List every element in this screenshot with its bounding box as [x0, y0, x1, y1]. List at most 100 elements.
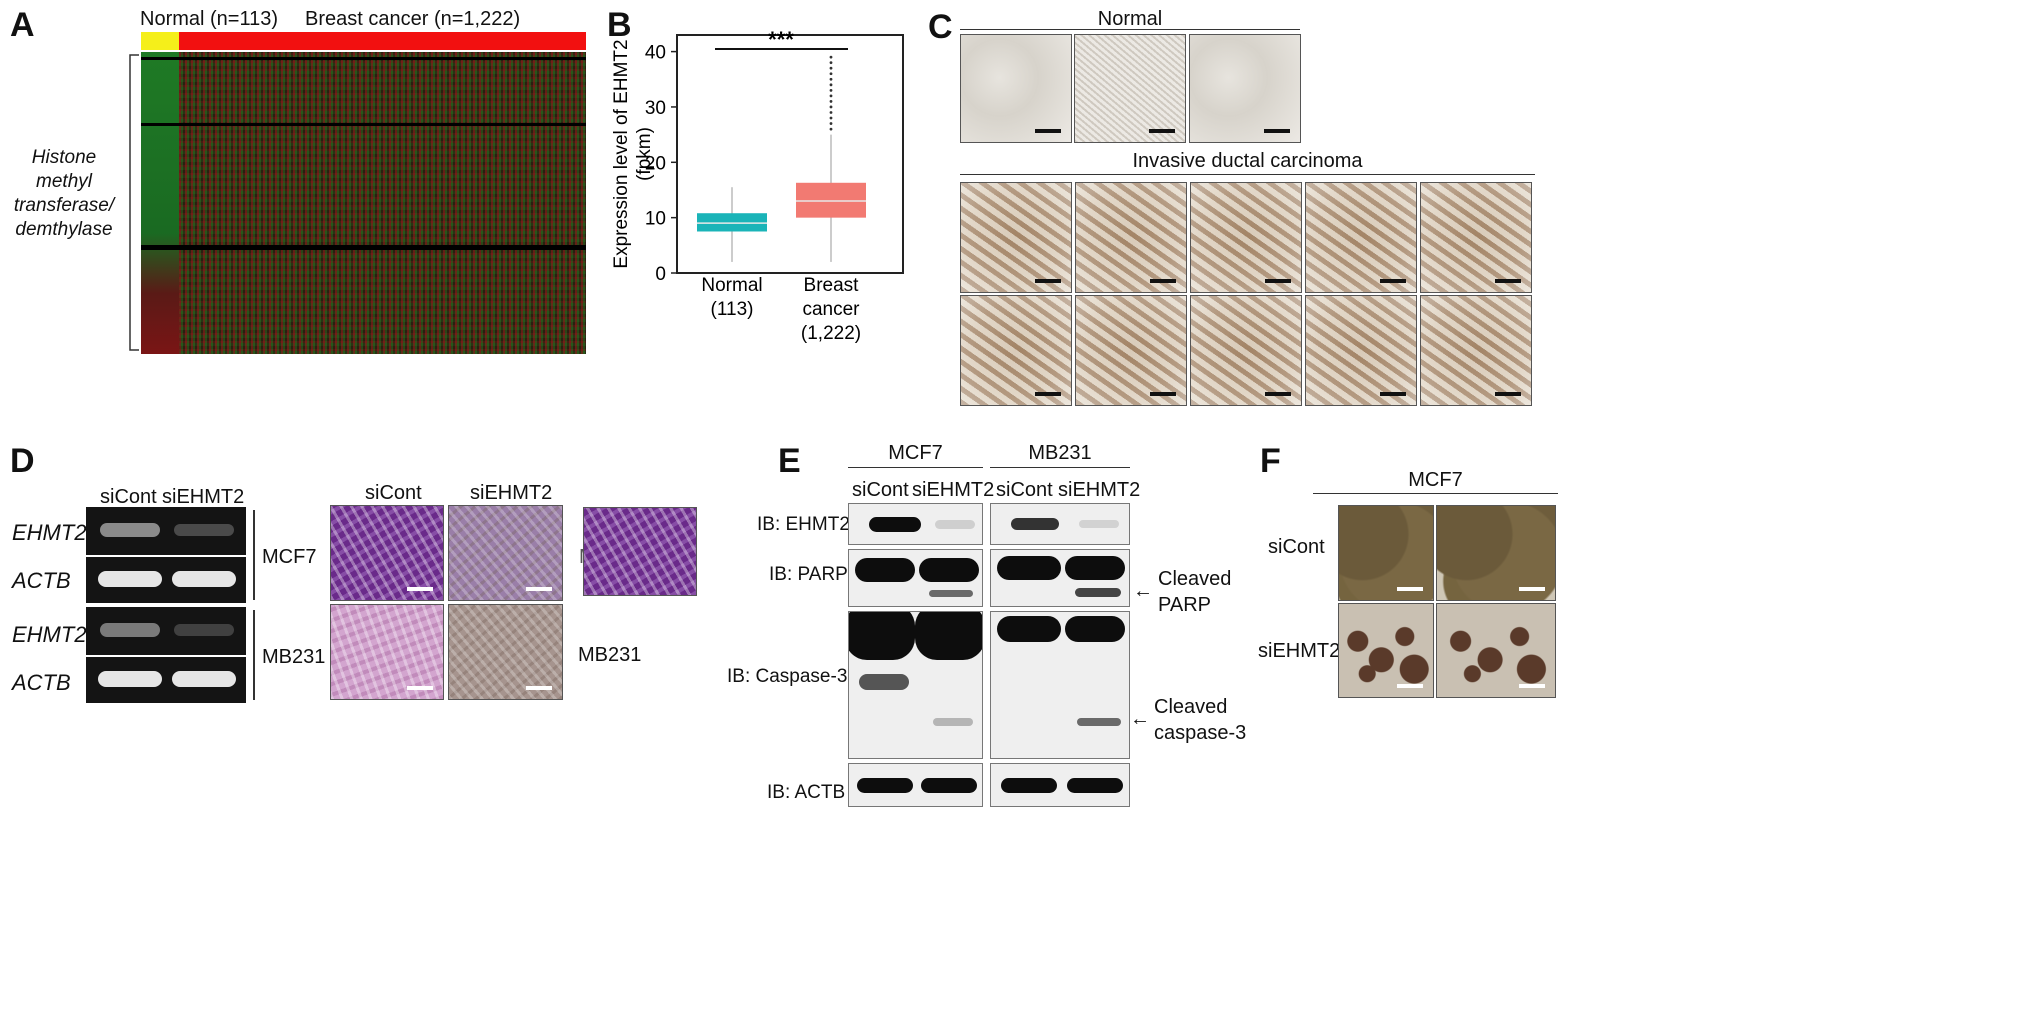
mb231-underline: [990, 467, 1130, 468]
blot-label-ehmt2: IB: EHMT2: [757, 514, 850, 535]
outlier-point: [829, 66, 833, 70]
mcf7-f-underline: [1313, 493, 1558, 494]
gel-actb-mb231: [86, 657, 246, 703]
normal-ihc-image: [960, 34, 1072, 143]
gel-actb-mcf7: [86, 557, 246, 603]
scale-bar: [1035, 392, 1061, 396]
idc-ihc-image: [1305, 182, 1417, 293]
cancer-group-label: Breast cancer (n=1,222): [305, 8, 521, 30]
blot-band: [929, 590, 973, 597]
outlier-point: [829, 77, 833, 81]
idc-ihc-image: [960, 182, 1072, 293]
invasion-image-mb231-siehmt2: [448, 604, 563, 700]
y-tick-label: 30: [645, 98, 666, 119]
y-tick-label: 40: [645, 43, 666, 64]
spheroid-image-siehmt2: [1436, 603, 1556, 698]
scale-bar: [1397, 684, 1423, 688]
blot-band: [1075, 588, 1121, 597]
spheroid-image-siehmt2: [1338, 603, 1434, 698]
annotation-cleaved-caspase3: Cleaved caspase-3: [1154, 694, 1246, 746]
blot-ehmt2-mb231: [990, 503, 1130, 545]
gel-band: [98, 571, 162, 587]
idc-ihc-image: [1190, 182, 1302, 293]
blot-band: [997, 616, 1061, 642]
y-tick-label: 10: [645, 209, 666, 230]
gel-ehmt2-mcf7: [86, 507, 246, 555]
heatmap-cancer-block: [179, 52, 586, 354]
row-label-line-1: Histone methyl: [31, 147, 97, 192]
outlier-point: [829, 116, 833, 120]
scale-bar: [1035, 279, 1061, 283]
outlier-point: [829, 88, 833, 92]
gel-col-sicont: siCont: [100, 486, 157, 508]
normal-group-bar: [141, 32, 179, 50]
gel-band: [172, 671, 236, 687]
x-category-normal-line-1: Normal: [701, 275, 762, 296]
gel-band: [100, 623, 160, 637]
outlier-point: [829, 83, 833, 87]
box-breast-cancer: [796, 182, 866, 218]
blot-band: [1079, 520, 1119, 528]
blot-band: [997, 556, 1061, 580]
gel-row-ehmt2-mcf7: EHMT2: [12, 520, 87, 545]
panel-letter-a: A: [10, 6, 35, 44]
outlier-point: [829, 127, 833, 131]
gel-band: [100, 523, 160, 537]
blot-actb-mcf7: [848, 763, 983, 807]
image-col-siehmt2: siEHMT2: [470, 482, 553, 504]
lane-mb231-siehmt2: siEHMT2: [1058, 479, 1141, 501]
invasion-image-mcf7-siehmt2: [448, 505, 563, 601]
blot-band: [933, 718, 973, 726]
panel-letter-b: B: [607, 6, 632, 44]
outlier-point: [829, 122, 833, 125]
blot-band: [1001, 778, 1057, 793]
idc-label: Invasive ductal carcinoma: [1132, 150, 1363, 172]
gel-band: [174, 524, 234, 536]
heatmap-divider: [141, 123, 586, 126]
lane-mcf7-siehmt2: siEHMT2: [912, 479, 995, 501]
blot-cell-line-mcf7: MCF7: [888, 442, 943, 464]
panel-letter-e: E: [778, 442, 801, 480]
y-tick-label: 0: [655, 264, 666, 285]
blot-band: [1077, 718, 1121, 726]
blot-band: [1067, 778, 1123, 793]
blot-band: [1011, 518, 1059, 530]
row-label: Histone methyl transferase/ demthylase: [2, 146, 126, 242]
panel-letter-c: C: [928, 8, 953, 46]
normal-group-label: Normal (n=113): [140, 8, 279, 30]
row-label-line-3: demthylase: [15, 219, 113, 240]
blot-band: [915, 612, 982, 660]
x-category-normal-line-2: (113): [711, 299, 754, 320]
invasion-image-extra: [583, 507, 697, 596]
outlier-point: [829, 94, 833, 98]
image-row-mb231: MB231: [578, 644, 642, 666]
blot-actb-mb231: [990, 763, 1130, 807]
blot-band: [919, 558, 979, 582]
normal-ihc-image: [1189, 34, 1301, 143]
significance-marker: ***: [768, 27, 794, 52]
spheroid-image-sicont: [1338, 505, 1434, 601]
outlier-point: [829, 55, 833, 59]
spheroid-row-sicont: siCont: [1268, 536, 1325, 558]
scale-bar: [1264, 129, 1290, 133]
scale-bar: [1380, 392, 1406, 396]
scale-bar: [407, 686, 433, 690]
blot-parp-mcf7: [848, 549, 983, 607]
spheroid-cell-line: MCF7: [1408, 469, 1463, 491]
annotation-cleaved-parp: Cleaved PARP: [1158, 566, 1231, 618]
arrow-cleaved-caspase3: ←: [1130, 708, 1150, 730]
scale-bar: [1150, 392, 1176, 396]
blot-label-parp: IB: PARP: [769, 564, 848, 585]
blot-band: [921, 778, 977, 793]
cancer-group-bar: [179, 32, 586, 50]
image-col-sicont: siCont: [365, 482, 422, 504]
annotation-cleaved-caspase3-line-2: caspase-3: [1154, 722, 1247, 744]
row-bracket: [129, 54, 139, 351]
blot-parp-mb231: [990, 549, 1130, 607]
outlier-point: [829, 61, 833, 65]
blot-label-caspase3: IB: Caspase-3: [727, 666, 848, 687]
invasion-image-mb231-sicont: [330, 604, 444, 700]
blot-band: [1065, 556, 1125, 580]
panel-letter-d: D: [10, 442, 35, 480]
